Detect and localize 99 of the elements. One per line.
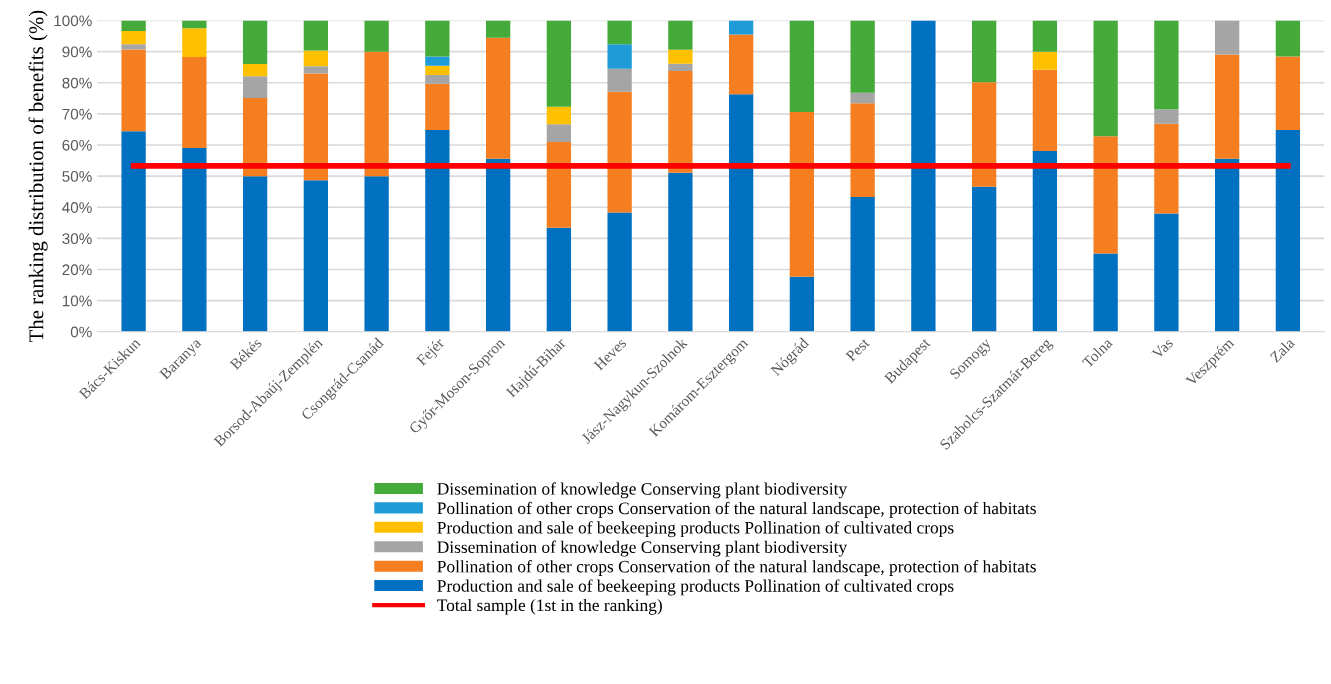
bar <box>546 124 572 142</box>
bar <box>1214 158 1240 332</box>
bar <box>1093 136 1118 254</box>
x-tick-label: Vas <box>1151 337 1174 360</box>
bar <box>546 106 572 125</box>
bar <box>850 92 875 104</box>
bar <box>850 196 875 332</box>
bar <box>607 91 632 213</box>
bar <box>789 276 815 332</box>
bar <box>607 68 632 92</box>
bar <box>364 176 389 332</box>
bar <box>303 50 329 67</box>
bar <box>728 20 754 35</box>
bar <box>668 172 693 332</box>
bar <box>121 31 146 45</box>
bar <box>1032 20 1058 52</box>
y-tick-label: 10% <box>62 295 92 307</box>
y-tick-label: 60% <box>62 139 92 151</box>
bar <box>789 20 815 113</box>
bar <box>485 20 511 38</box>
y-axis-title: The ranking distribution of benefits (%) <box>28 10 48 343</box>
bar <box>121 20 146 32</box>
bar <box>242 98 268 177</box>
bar <box>121 44 146 50</box>
y-tick-label: 50% <box>62 171 92 182</box>
legend-label: Pollination of other crops Conservation of the natural landscape, protection of habitats <box>437 560 1036 576</box>
bar <box>485 37 511 159</box>
bar <box>425 83 450 131</box>
bar <box>425 20 450 57</box>
legend-label: Production and sale of beekeeping products Pollination of cultivated crops <box>437 579 954 596</box>
bar <box>546 20 572 107</box>
bar <box>182 28 207 57</box>
bar <box>182 56 207 149</box>
bar <box>425 74 450 84</box>
bar <box>668 63 693 71</box>
x-tick-label: Zala <box>1269 336 1296 363</box>
bar <box>1214 54 1240 159</box>
bar <box>1093 253 1118 332</box>
bar <box>242 20 268 65</box>
legend-label: Dissemination of knowledge Conserving plant biodiversity <box>437 540 848 557</box>
bar <box>364 51 389 177</box>
bar <box>303 180 329 332</box>
bar <box>1032 69 1058 151</box>
y-tick-label: 30% <box>62 233 92 245</box>
bar <box>425 65 450 75</box>
legend-label: Production and sale of beekeeping products Pollination of cultivated crops <box>437 521 954 538</box>
y-tick-label: 70% <box>62 108 92 120</box>
bar <box>789 112 815 277</box>
bar <box>242 64 268 77</box>
bar <box>303 20 329 51</box>
bar <box>850 103 875 197</box>
bar <box>1154 123 1179 214</box>
bar <box>182 148 207 332</box>
bar <box>971 82 997 187</box>
y-tick-label: 40% <box>62 202 92 213</box>
bar <box>1275 56 1301 131</box>
bar <box>546 227 572 332</box>
bar <box>1275 130 1301 332</box>
bar <box>1093 20 1118 137</box>
x-tick-label: Pest <box>845 337 871 362</box>
legend-label: Pollination of other crops Conservation of the natural landscape, protection of habitats <box>437 501 1036 518</box>
bar <box>911 20 936 332</box>
y-tick-label: 0% <box>70 326 92 338</box>
bar <box>1032 150 1058 332</box>
bar <box>303 66 329 74</box>
bar <box>668 20 693 50</box>
bar <box>121 131 146 332</box>
y-tick-label: 80% <box>62 77 92 89</box>
bar <box>607 20 632 45</box>
bar <box>242 76 268 99</box>
bar <box>303 73 329 181</box>
bar <box>668 70 693 173</box>
bar <box>364 20 389 52</box>
bar <box>1032 51 1058 70</box>
bar <box>668 49 693 64</box>
bar <box>1154 109 1179 124</box>
bar <box>121 49 146 132</box>
bar <box>728 34 754 95</box>
bar <box>971 20 997 83</box>
bar <box>850 20 875 93</box>
legend-label: Total sample (1st in the ranking) <box>437 598 662 615</box>
y-tick-label: 90% <box>62 46 92 58</box>
y-tick-label: 20% <box>62 264 92 276</box>
legend-label: Dissemination of knowledge Conserving plant biodiversity <box>437 482 848 499</box>
bar <box>971 186 997 332</box>
bar <box>546 141 572 228</box>
bar <box>607 212 632 332</box>
bar <box>1214 20 1240 55</box>
bar <box>485 158 511 332</box>
y-tick-label: 100% <box>54 15 92 27</box>
bar <box>1154 20 1179 110</box>
bar <box>1275 20 1301 57</box>
bar <box>425 56 450 66</box>
bar <box>607 44 632 69</box>
bar <box>728 94 754 332</box>
bar <box>182 20 207 29</box>
bar <box>1154 213 1179 332</box>
bar <box>425 130 450 332</box>
bar <box>242 176 268 332</box>
